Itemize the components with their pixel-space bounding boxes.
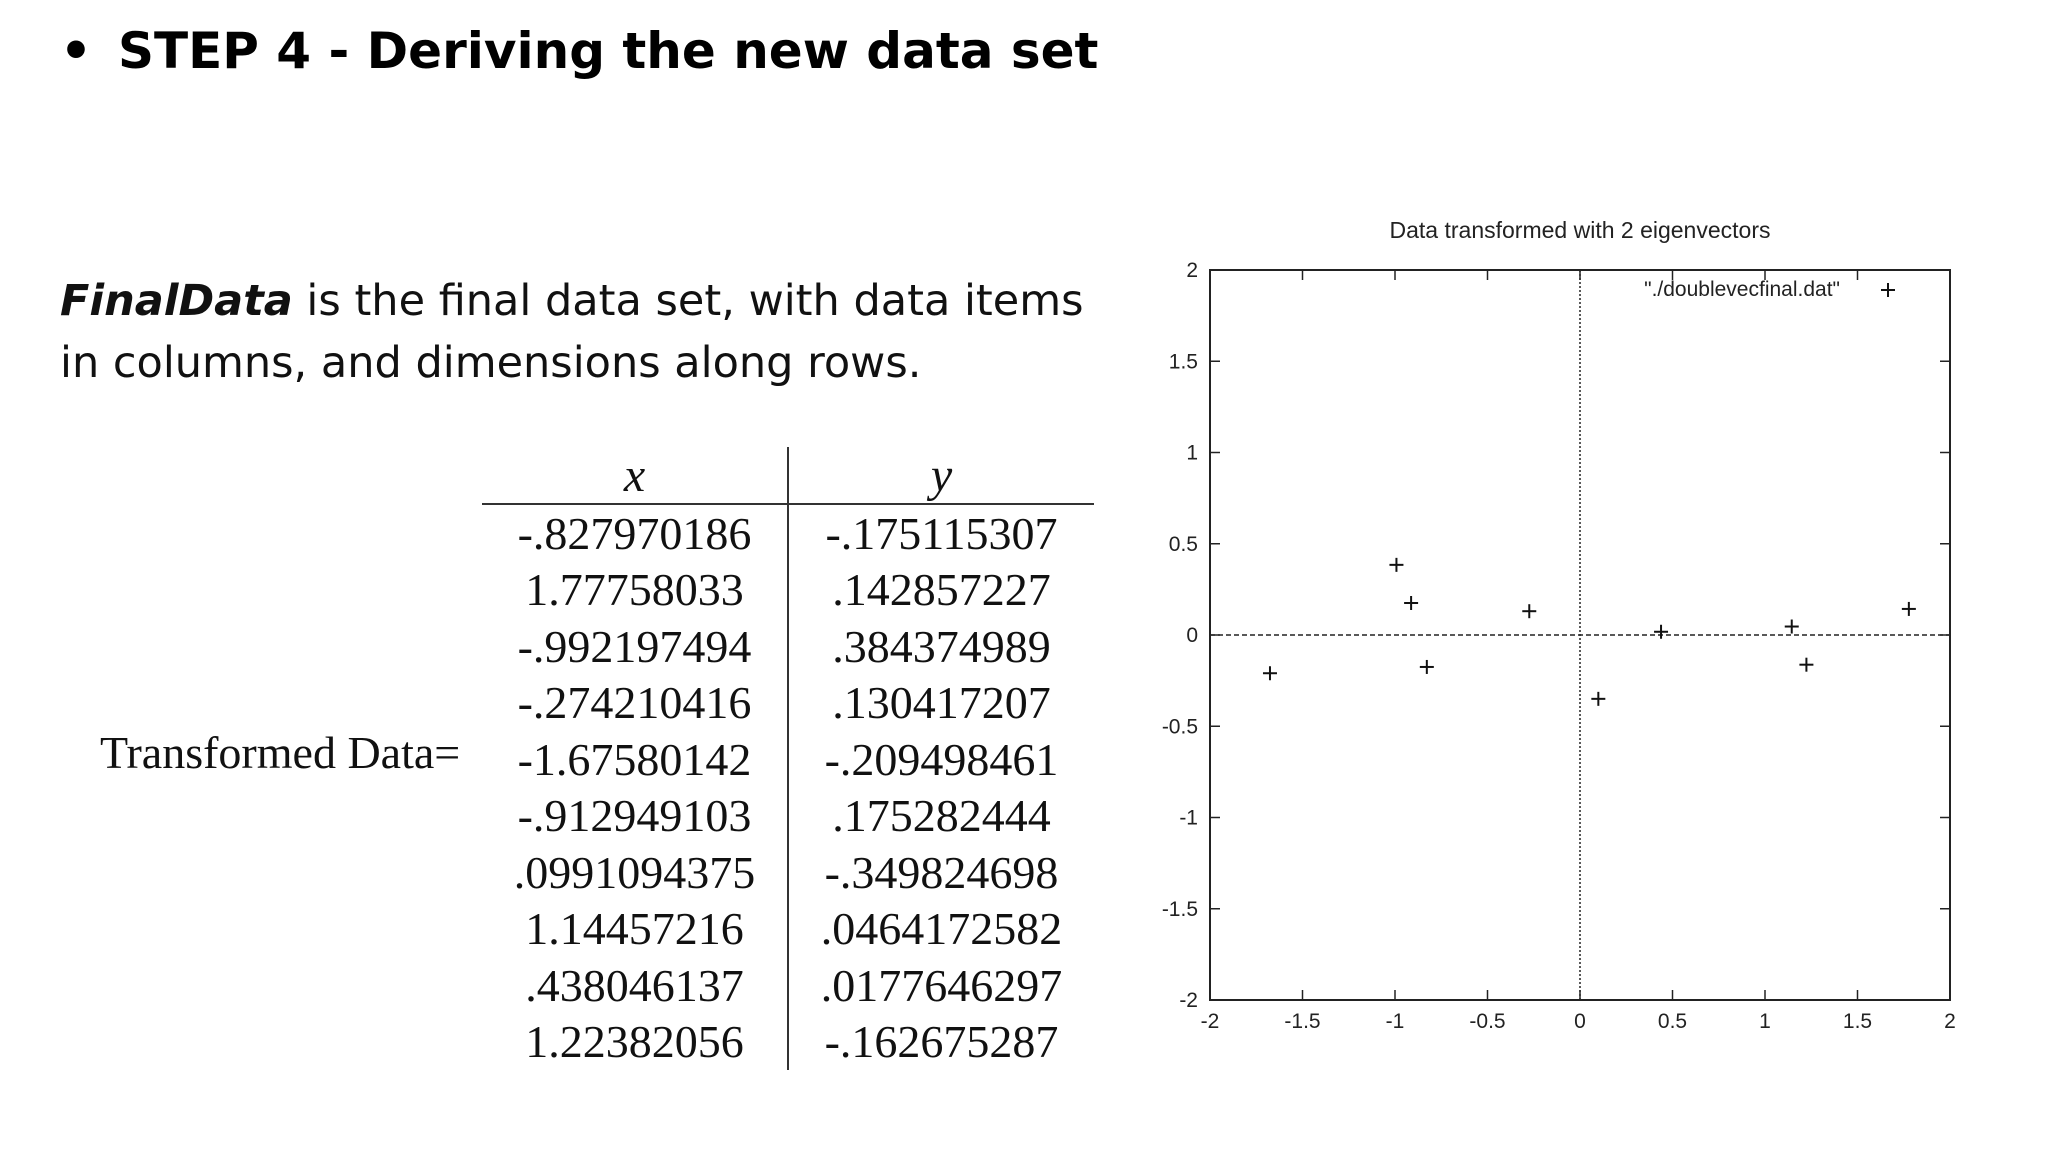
y-tick-label: -0.5	[1162, 715, 1198, 738]
y-tick-label: 1.5	[1169, 350, 1198, 373]
data-point	[1901, 601, 1916, 616]
x-tick-label: 1.5	[1843, 1010, 1872, 1033]
x-tick-label: 2	[1944, 1010, 1956, 1033]
table-row: -.992197494 .384374989	[482, 618, 1094, 675]
cell-y: .0464172582	[820, 903, 1063, 955]
scatter-chart: Data transformed with 2 eigenvectors -2-…	[1162, 217, 1956, 1033]
y-tick-label: -2	[1179, 989, 1198, 1012]
cell-y: .175282444	[832, 790, 1051, 842]
cell-x: -.274210416	[482, 674, 789, 731]
table-row: -.912949103 .175282444	[482, 787, 1094, 844]
heading-text: STEP 4 - Deriving the new data set	[117, 22, 1099, 80]
table-row: .0991094375 -.349824698	[482, 844, 1094, 901]
table-row: 1.77758033 .142857227	[482, 561, 1094, 618]
data-point	[1522, 604, 1537, 619]
cell-x: -.992197494	[482, 618, 789, 675]
cell-y: .130417207	[832, 677, 1051, 729]
cell-y: -.209498461	[824, 733, 1059, 785]
transformed-data-label: Transformed Data=	[100, 727, 461, 778]
cell-x: 1.22382056	[482, 1013, 789, 1070]
cell-y: -.349824698	[824, 846, 1059, 898]
data-point	[1262, 666, 1277, 681]
cell-x: .438046137	[482, 957, 789, 1014]
bullet: •	[60, 22, 92, 80]
y-tick-label: -1.5	[1162, 898, 1198, 921]
cell-x: -1.67580142	[482, 731, 789, 788]
data-point	[1419, 659, 1434, 674]
data-point	[1404, 596, 1419, 611]
x-tick-label: -1.5	[1284, 1010, 1320, 1033]
table-header-row: x y	[482, 447, 1094, 505]
finaldata-term: FinalData	[60, 276, 293, 326]
legend-label: "./doublevecfinal.dat"	[1644, 278, 1840, 301]
description-text: is the final data set, with data items i…	[60, 276, 1084, 388]
y-tick-label: -1	[1179, 807, 1198, 830]
table-row: -.274210416 .130417207	[482, 674, 1094, 731]
chart-title: Data transformed with 2 eigenvectors	[1390, 217, 1771, 243]
y-tick-label: 2	[1186, 259, 1198, 282]
x-tick-label: 1	[1759, 1010, 1771, 1033]
data-point	[1389, 557, 1404, 572]
table-row: -1.67580142 -.209498461	[482, 731, 1094, 788]
y-tick-label: 0	[1186, 624, 1198, 647]
column-header-x: x	[482, 447, 789, 505]
table-row: .438046137 .0177646297	[482, 957, 1094, 1014]
column-header-y: y	[788, 447, 1094, 505]
cell-y: .384374989	[832, 620, 1051, 672]
x-tick-label: -2	[1201, 1010, 1220, 1033]
y-tick-label: 0.5	[1169, 533, 1198, 556]
cell-y: .142857227	[832, 564, 1051, 616]
x-tick-label: 0.5	[1658, 1010, 1687, 1033]
legend-marker	[1881, 283, 1895, 297]
cell-y: -.162675287	[824, 1016, 1059, 1068]
table-row: 1.22382056 -.162675287	[482, 1013, 1094, 1070]
data-point	[1591, 691, 1606, 706]
x-tick-label: -1	[1386, 1010, 1405, 1033]
table-row: -.827970186 -.175115307	[482, 504, 1094, 562]
description-paragraph: FinalData is the final data set, with da…	[60, 270, 1120, 394]
data-point	[1784, 619, 1799, 634]
slide-heading: • STEP 4 - Deriving the new data set	[60, 22, 1098, 80]
data-point	[1799, 657, 1814, 672]
transformed-data-table: x y -.827970186 -.175115307 1.77758033 .14…	[482, 447, 1094, 1070]
table-row: 1.14457216 .0464172582	[482, 900, 1094, 957]
x-tick-label: -0.5	[1469, 1010, 1505, 1033]
y-tick-label: 1	[1186, 442, 1198, 465]
data-point	[1654, 624, 1669, 639]
cell-x: -.827970186	[482, 504, 789, 562]
cell-x: 1.14457216	[482, 900, 789, 957]
cell-y: -.175115307	[825, 507, 1058, 559]
cell-y: .0177646297	[820, 959, 1063, 1011]
x-tick-label: 0	[1574, 1010, 1586, 1033]
cell-x: -.912949103	[482, 787, 789, 844]
cell-x: .0991094375	[482, 844, 789, 901]
cell-x: 1.77758033	[482, 561, 789, 618]
